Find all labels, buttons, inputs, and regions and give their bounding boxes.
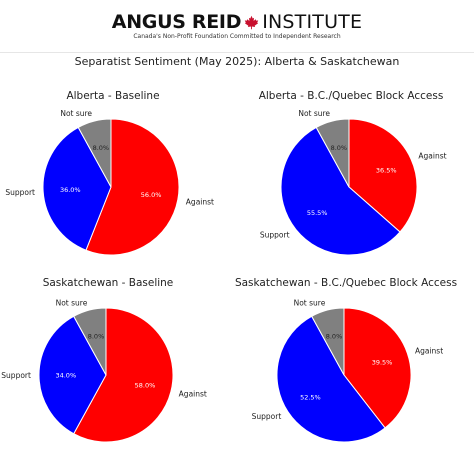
slice-percent-label: 8.0% (93, 144, 110, 152)
slice-category-label: Against (186, 197, 214, 206)
pie-slice-against (85, 118, 180, 256)
pie-chart-4: Saskatchewan - B.C./Quebec Block Access 3… (235, 277, 457, 443)
pie-slice-not-sure (311, 307, 345, 376)
slice-category-label: Not sure (56, 298, 88, 307)
slice-category-label: Support (5, 188, 35, 197)
slice-percent-label: 8.0% (88, 333, 105, 341)
slice-category-label: Not sure (298, 109, 330, 118)
pie-title: Saskatchewan - Baseline (43, 277, 174, 289)
slice-category-label: Not sure (294, 298, 326, 307)
slice-percent-label: 34.0% (55, 372, 76, 380)
slice-percent-label: 39.5% (372, 358, 393, 366)
logo: ANGUS REID INSTITUTE (0, 11, 474, 33)
maple-leaf-icon (244, 15, 259, 29)
pie-slice-support (280, 126, 401, 256)
pie-chart-2: Alberta - B.C./Quebec Block Access 36.5% A… (259, 90, 447, 256)
slice-percent-label: 36.0% (60, 186, 81, 194)
slice-category-label: Support (252, 412, 282, 421)
pie-slice-support (38, 315, 107, 435)
slice-percent-label: 52.5% (300, 394, 321, 402)
slice-category-label: Against (179, 390, 207, 399)
slice-category-label: Against (418, 152, 446, 161)
slice-category-label: Support (1, 371, 31, 380)
pie-chart-3: Saskatchewan - Baseline 58.0% Against 34.0%… (1, 277, 207, 443)
slice-category-label: Against (415, 347, 443, 356)
slice-percent-label: 55.5% (307, 209, 328, 217)
logo-brand: ANGUS REID (111, 11, 242, 33)
slice-percent-label: 8.0% (331, 144, 348, 152)
pie-slice-not-sure (73, 307, 107, 376)
pie-slice-support (42, 126, 112, 251)
pie-title: Alberta - Baseline (66, 90, 159, 102)
slice-percent-label: 8.0% (326, 333, 343, 341)
chart-main-title: Separatist Sentiment (May 2025): Alberta… (74, 55, 400, 68)
pie-title: Alberta - B.C./Quebec Block Access (259, 90, 444, 102)
pie-slice-not-sure (315, 118, 350, 188)
pie-slice-against (348, 118, 418, 233)
pie-slice-support (276, 315, 386, 443)
pie-chart-1: Alberta - Baseline 56.0% Against 36.0% Suppo… (5, 90, 214, 256)
slice-category-label: Not sure (60, 109, 92, 118)
slice-percent-label: 56.0% (141, 191, 162, 199)
pie-title: Saskatchewan - B.C./Quebec Block Access (235, 277, 457, 289)
logo-institute: INSTITUTE (262, 11, 363, 33)
header: ANGUS REID INSTITUTE Canada's Non-Profit… (0, 0, 474, 53)
tagline: Canada's Non-Profit Foundation Committed… (133, 33, 341, 40)
slice-percent-label: 58.0% (135, 382, 156, 390)
pie-slice-against (73, 307, 174, 443)
slice-percent-label: 36.5% (376, 167, 397, 175)
slice-category-label: Support (260, 231, 290, 240)
pie-slice-against (343, 307, 412, 429)
pie-slice-not-sure (77, 118, 112, 188)
